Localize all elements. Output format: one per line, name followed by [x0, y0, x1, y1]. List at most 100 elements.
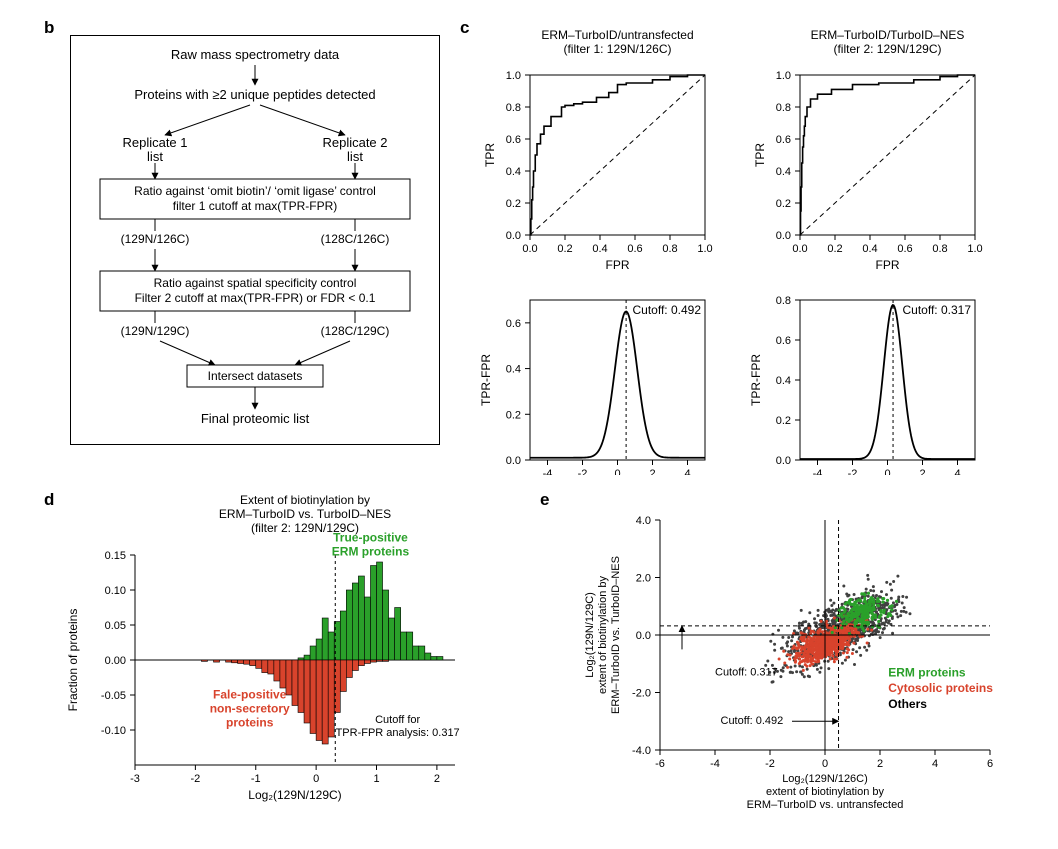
svg-text:FPR: FPR — [876, 258, 900, 272]
svg-text:True-positiveERM proteins: True-positiveERM proteins — [332, 531, 410, 559]
svg-text:(128C/126C): (128C/126C) — [321, 232, 390, 246]
svg-text:-3: -3 — [130, 773, 140, 785]
svg-text:0: 0 — [822, 758, 828, 770]
panel-label-c: c — [460, 18, 469, 38]
svg-text:0.4: 0.4 — [862, 243, 877, 255]
svg-text:4: 4 — [684, 468, 690, 475]
svg-text:Extent of biotinylation byERM–: Extent of biotinylation byERM–TurboID vs… — [219, 493, 391, 535]
svg-text:Fraction of proteins: Fraction of proteins — [66, 609, 80, 712]
svg-text:Log₂(129N/129C)extent of bioti: Log₂(129N/129C)extent of biotinylation b… — [584, 556, 622, 714]
svg-text:2: 2 — [434, 773, 440, 785]
svg-text:0.0: 0.0 — [522, 243, 537, 255]
svg-text:0.4: 0.4 — [506, 166, 521, 178]
svg-text:(129N/129C): (129N/129C) — [121, 324, 190, 338]
svg-text:0.05: 0.05 — [105, 620, 126, 632]
svg-text:-2: -2 — [765, 758, 775, 770]
svg-text:0.4: 0.4 — [776, 166, 791, 178]
svg-text:0: 0 — [313, 773, 319, 785]
svg-text:0.6: 0.6 — [776, 335, 791, 347]
svg-text:Replicate 2list: Replicate 2list — [322, 135, 387, 164]
panel-d-histogram: Extent of biotinylation byERM–TurboID vs… — [55, 490, 475, 820]
svg-text:0.6: 0.6 — [506, 318, 521, 330]
svg-text:-2.0: -2.0 — [632, 688, 651, 700]
svg-text:1.0: 1.0 — [776, 70, 791, 82]
svg-text:FPR: FPR — [606, 258, 630, 272]
svg-text:0.6: 0.6 — [897, 243, 912, 255]
svg-text:Cutoff forTPR-FPR analysis: 0.: Cutoff forTPR-FPR analysis: 0.317 — [336, 714, 460, 739]
svg-text:-4: -4 — [543, 468, 553, 475]
svg-text:2: 2 — [919, 468, 925, 475]
svg-text:1: 1 — [373, 773, 379, 785]
svg-text:Log₂(129N/129C): Log₂(129N/129C) — [248, 788, 341, 802]
svg-text:-2: -2 — [848, 468, 858, 475]
svg-text:Ratio against ‘omit biotin’/ ‘: Ratio against ‘omit biotin’/ ‘omit ligas… — [134, 184, 376, 213]
svg-text:Raw mass spectrometry data: Raw mass spectrometry data — [171, 47, 340, 62]
svg-text:Others: Others — [888, 697, 927, 711]
svg-text:TPR: TPR — [753, 143, 767, 167]
svg-text:0.0: 0.0 — [792, 243, 807, 255]
svg-text:4.0: 4.0 — [636, 515, 651, 527]
svg-text:0.2: 0.2 — [506, 198, 521, 210]
svg-text:0.2: 0.2 — [776, 198, 791, 210]
svg-text:0.2: 0.2 — [776, 415, 791, 427]
svg-text:Fale-positivenon-secretoryprot: Fale-positivenon-secretoryproteins — [210, 688, 290, 730]
svg-text:-4.0: -4.0 — [632, 745, 651, 757]
svg-text:0.0: 0.0 — [636, 630, 651, 642]
panel-label-e: e — [540, 490, 549, 510]
svg-text:Cytosolic proteins: Cytosolic proteins — [888, 681, 993, 695]
svg-text:-4: -4 — [813, 468, 823, 475]
svg-text:1.0: 1.0 — [967, 243, 982, 255]
svg-text:-6: -6 — [655, 758, 665, 770]
svg-text:ERM–TurboID/TurboID–NES(filter: ERM–TurboID/TurboID–NES(filter 2: 129N/1… — [811, 28, 965, 56]
svg-text:0.6: 0.6 — [776, 134, 791, 146]
svg-text:(129N/126C): (129N/126C) — [121, 232, 190, 246]
svg-text:Log₂(129N/126C)extent of bioti: Log₂(129N/126C)extent of biotinylation b… — [747, 773, 904, 811]
svg-text:-2: -2 — [190, 773, 200, 785]
svg-text:0.4: 0.4 — [506, 364, 521, 376]
svg-text:0: 0 — [614, 468, 620, 475]
svg-text:0.15: 0.15 — [105, 550, 126, 562]
svg-text:0.0: 0.0 — [776, 230, 791, 242]
svg-text:0.8: 0.8 — [932, 243, 947, 255]
svg-text:Proteins with ≥2 unique peptid: Proteins with ≥2 unique peptides detecte… — [134, 87, 375, 102]
svg-text:1.0: 1.0 — [697, 243, 712, 255]
svg-text:0.2: 0.2 — [827, 243, 842, 255]
svg-text:0.4: 0.4 — [776, 375, 791, 387]
svg-text:2.0: 2.0 — [636, 573, 651, 585]
svg-text:1.0: 1.0 — [506, 70, 521, 82]
svg-text:TPR-FPR: TPR-FPR — [749, 354, 763, 406]
svg-text:Replicate 1list: Replicate 1list — [122, 135, 187, 164]
svg-text:-4: -4 — [710, 758, 720, 770]
svg-text:ERM proteins: ERM proteins — [888, 665, 966, 679]
svg-text:4: 4 — [954, 468, 960, 475]
svg-text:0.00: 0.00 — [105, 655, 126, 667]
svg-text:0.10: 0.10 — [105, 585, 126, 597]
svg-text:Final proteomic list: Final proteomic list — [201, 411, 310, 426]
svg-text:ERM–TurboID/untransfected(filt: ERM–TurboID/untransfected(filter 1: 129N… — [541, 28, 693, 56]
svg-text:-0.10: -0.10 — [101, 725, 126, 737]
svg-text:Cutoff: 0.317: Cutoff: 0.317 — [715, 666, 778, 678]
svg-text:0.8: 0.8 — [776, 295, 791, 307]
svg-text:Ratio against spatial specific: Ratio against spatial specificity contro… — [135, 276, 376, 305]
svg-text:0.0: 0.0 — [506, 230, 521, 242]
svg-text:Cutoff: 0.317: Cutoff: 0.317 — [903, 303, 972, 317]
svg-text:TPR-FPR: TPR-FPR — [479, 354, 493, 406]
panel-e-scatter: -6-4-20246-4.0-2.00.02.04.0Cutoff: 0.317… — [565, 490, 1025, 840]
svg-text:Cutoff: 0.492: Cutoff: 0.492 — [633, 303, 702, 317]
svg-text:6: 6 — [987, 758, 993, 770]
svg-text:Intersect datasets: Intersect datasets — [208, 369, 303, 383]
svg-text:TPR: TPR — [483, 143, 497, 167]
svg-text:-0.05: -0.05 — [101, 690, 126, 702]
svg-text:0.0: 0.0 — [776, 455, 791, 467]
svg-text:-1: -1 — [251, 773, 261, 785]
panel-label-d: d — [44, 490, 54, 510]
svg-text:0.8: 0.8 — [776, 102, 791, 114]
svg-text:0.2: 0.2 — [506, 409, 521, 421]
svg-text:0.6: 0.6 — [627, 243, 642, 255]
svg-text:Cutoff: 0.492: Cutoff: 0.492 — [721, 715, 784, 727]
svg-text:(128C/129C): (128C/129C) — [321, 324, 390, 338]
svg-text:2: 2 — [649, 468, 655, 475]
svg-text:4: 4 — [932, 758, 938, 770]
svg-text:0.8: 0.8 — [662, 243, 677, 255]
svg-text:0.4: 0.4 — [592, 243, 607, 255]
